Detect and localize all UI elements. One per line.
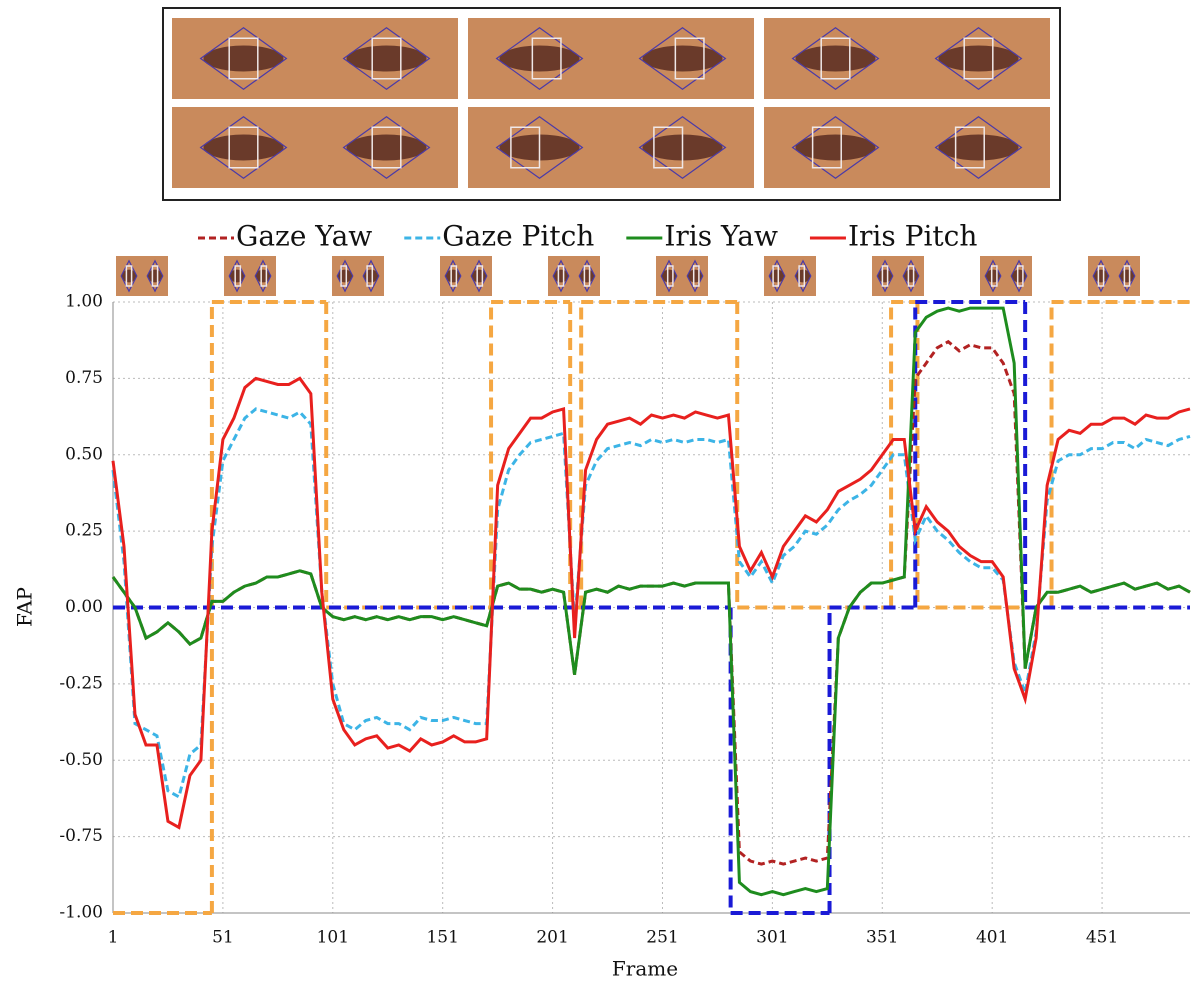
legend-label: Iris Yaw bbox=[664, 220, 778, 253]
x-axis-label: Frame bbox=[612, 957, 678, 981]
eye-image bbox=[764, 18, 1050, 99]
eye-image bbox=[172, 18, 458, 99]
eye bbox=[938, 46, 1018, 72]
eye-image bbox=[116, 256, 168, 296]
eye-image bbox=[980, 256, 1032, 296]
y-tick-label: 1.00 bbox=[65, 292, 103, 312]
eye-image bbox=[468, 18, 754, 99]
eye-image bbox=[172, 107, 458, 188]
y-axis-label: FAP bbox=[13, 587, 37, 627]
y-tick-label: -1.00 bbox=[59, 903, 103, 923]
eye-image bbox=[1088, 256, 1140, 296]
series-line bbox=[113, 342, 1190, 864]
eye-image bbox=[224, 256, 276, 296]
eye-image bbox=[332, 256, 384, 296]
y-tick-label: -0.75 bbox=[59, 826, 103, 846]
x-tick-label: 251 bbox=[646, 928, 678, 948]
eye bbox=[203, 135, 283, 161]
y-tick-label: 0.50 bbox=[65, 444, 103, 464]
series-line bbox=[113, 409, 1190, 797]
eye-image bbox=[548, 256, 600, 296]
y-tick-label: 0.25 bbox=[65, 521, 103, 541]
eye bbox=[795, 135, 875, 161]
y-tick-label: -0.25 bbox=[59, 673, 103, 693]
eye bbox=[938, 135, 1018, 161]
x-tick-label: 101 bbox=[317, 928, 349, 948]
eye bbox=[795, 46, 875, 72]
eye bbox=[203, 46, 283, 72]
y-tick-label: -0.50 bbox=[59, 750, 103, 770]
x-tick-label: 1 bbox=[108, 928, 119, 948]
y-tick-label: 0.75 bbox=[65, 368, 103, 388]
legend-label: Gaze Pitch bbox=[442, 220, 594, 253]
x-tick-label: 151 bbox=[426, 928, 458, 948]
legend-label: Iris Pitch bbox=[848, 220, 977, 253]
x-tick-label: 451 bbox=[1086, 928, 1118, 948]
eye bbox=[499, 46, 579, 72]
x-tick-label: 351 bbox=[866, 928, 898, 948]
eye-image bbox=[440, 256, 492, 296]
eye-image bbox=[764, 256, 816, 296]
eye-image bbox=[656, 256, 708, 296]
eye-image bbox=[872, 256, 924, 296]
eye-image bbox=[468, 107, 754, 188]
y-tick-label: 0.00 bbox=[65, 597, 103, 617]
series-line bbox=[113, 308, 1190, 895]
x-tick-label: 401 bbox=[976, 928, 1008, 948]
legend: Gaze Yaw Gaze Pitch Iris Yaw Iris Pitch bbox=[198, 220, 977, 253]
plot-area: 1.00 0.75 0.50 0.25 0.00 -0.25 -0.50 -0.75 -1.00… bbox=[59, 292, 1190, 948]
x-tick-label: 51 bbox=[212, 928, 234, 948]
eye bbox=[642, 46, 722, 72]
x-tick-label: 301 bbox=[756, 928, 788, 948]
eye-images bbox=[116, 18, 1140, 296]
eye-image bbox=[764, 107, 1050, 188]
eye bbox=[346, 46, 426, 72]
legend-label: Gaze Yaw bbox=[236, 220, 372, 253]
chart: Gaze Yaw Gaze Pitch Iris Yaw Iris Pitch 1.0… bbox=[0, 0, 1192, 982]
x-tick-label: 201 bbox=[536, 928, 568, 948]
eye bbox=[346, 135, 426, 161]
